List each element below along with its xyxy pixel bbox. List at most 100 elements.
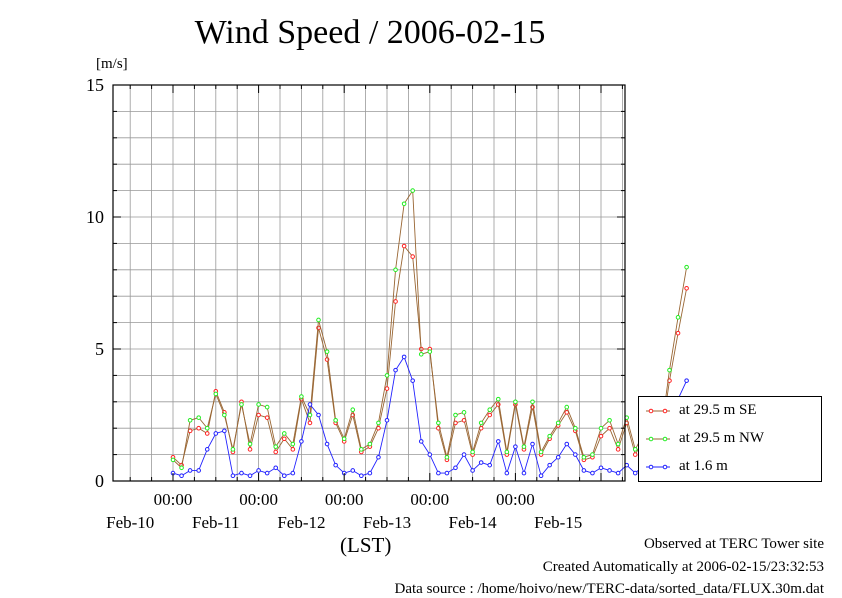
data-point-low [196, 468, 201, 473]
data-point-se [290, 447, 296, 452]
data-point-low [538, 473, 544, 479]
data-point-low [495, 439, 501, 444]
legend-label-low: at 1.6 m [679, 458, 728, 474]
data-point-nw [179, 465, 184, 471]
plot-frame [112, 84, 626, 482]
data-point-nw [230, 447, 236, 452]
x-date-label: Feb-13 [363, 513, 411, 532]
data-point-nw [684, 264, 689, 270]
data-point-low [504, 470, 510, 476]
y-tick-label: 10 [86, 207, 104, 227]
x-date-label: Feb-12 [277, 513, 325, 532]
data-point-nw [418, 351, 424, 357]
legend-item-se: at 29.5 m SE [639, 401, 821, 421]
data-point-nw [316, 317, 321, 323]
data-point-low [222, 428, 227, 434]
data-point-low [555, 454, 561, 460]
chart-title: Wind Speed / 2006-02-15 [194, 14, 546, 51]
data-point-low [513, 444, 518, 449]
legend-sample-low [646, 464, 670, 470]
data-point-nw [256, 402, 261, 407]
y-axis-unit-label: [m/s] [96, 56, 128, 72]
data-point-nw [573, 425, 578, 431]
data-point-low [359, 473, 364, 479]
data-point-low [478, 460, 484, 465]
data-point-nw [555, 420, 561, 426]
data-point-se [247, 447, 253, 452]
legend-sample-point [662, 464, 668, 470]
x-date-label: Feb-11 [192, 513, 240, 532]
legend-sample-point [648, 436, 654, 442]
legend-sample-point [662, 408, 668, 414]
data-point-low [333, 462, 338, 468]
data-point-nw [521, 444, 527, 449]
data-point-se [204, 431, 210, 436]
footer-observed: Observed at TERC Tower site [643, 536, 824, 552]
data-point-nw [632, 447, 638, 452]
data-point-low [487, 462, 493, 468]
data-point-nw [384, 373, 390, 378]
data-point-nw [667, 367, 672, 373]
data-point-low [401, 354, 407, 360]
data-point-low [453, 465, 458, 471]
x-time-label: 00:00 [410, 490, 449, 509]
data-point-low [247, 473, 253, 479]
data-point-nw [350, 407, 356, 413]
data-point-low [290, 470, 296, 476]
data-point-nw [427, 349, 433, 354]
data-point-nw [675, 315, 681, 320]
data-point-se [264, 415, 270, 420]
legend-item-low: at 1.6 m [639, 457, 821, 477]
data-point-nw [213, 391, 219, 397]
x-date-label: Feb-14 [449, 513, 498, 532]
data-point-low [204, 447, 210, 452]
data-point-nw [470, 449, 475, 455]
data-point-nw [487, 407, 493, 413]
data-point-nw [615, 441, 621, 447]
data-point-se [632, 452, 638, 457]
data-point-low [281, 473, 287, 479]
x-time-label: 00:00 [325, 490, 364, 509]
data-point-low [607, 468, 612, 473]
data-point-low [410, 378, 415, 383]
data-point-se [615, 447, 621, 452]
data-point-nw [461, 410, 467, 415]
data-point-low [239, 470, 244, 476]
legend-item-nw: at 29.5 m NW [639, 429, 821, 449]
x-time-label: 00:00 [239, 490, 278, 509]
data-point-nw [598, 425, 604, 431]
data-point-nw [273, 444, 279, 449]
x-time-label: 00:00 [496, 490, 535, 509]
data-point-low [573, 452, 578, 457]
data-point-nw [590, 452, 595, 457]
data-point-se [598, 433, 604, 439]
data-point-nw [581, 454, 587, 460]
data-point-low [367, 470, 373, 476]
footer-data-source: Data source : /home/hoivo/new/TERC-data/… [394, 581, 825, 597]
data-point-nw [444, 454, 450, 460]
data-point-nw [367, 441, 373, 447]
data-point-low [564, 441, 570, 447]
data-point-low [213, 431, 219, 436]
data-point-nw [513, 399, 518, 405]
data-point-se [684, 285, 689, 291]
y-tick-label: 5 [95, 339, 104, 359]
data-point-nw [264, 404, 270, 410]
data-point-low [521, 470, 527, 476]
data-point-se [487, 412, 493, 418]
legend-sample-se [646, 408, 670, 414]
data-point-low [418, 439, 424, 444]
x-axis-unit-label: (LST) [340, 533, 392, 557]
data-point-se [401, 243, 407, 249]
data-point-low [436, 470, 441, 476]
data-point-nw [564, 404, 570, 410]
data-point-nw [307, 412, 313, 418]
legend: at 29.5 m SE at 29.5 m NW at 1.6 m [638, 396, 822, 482]
y-tick-label: 15 [86, 75, 104, 95]
legend-sample-point [648, 464, 654, 470]
data-point-low [230, 473, 236, 479]
data-point-low [179, 473, 184, 479]
legend-label-se: at 29.5 m SE [679, 402, 757, 418]
data-point-se [256, 412, 261, 418]
data-point-low [598, 465, 604, 471]
